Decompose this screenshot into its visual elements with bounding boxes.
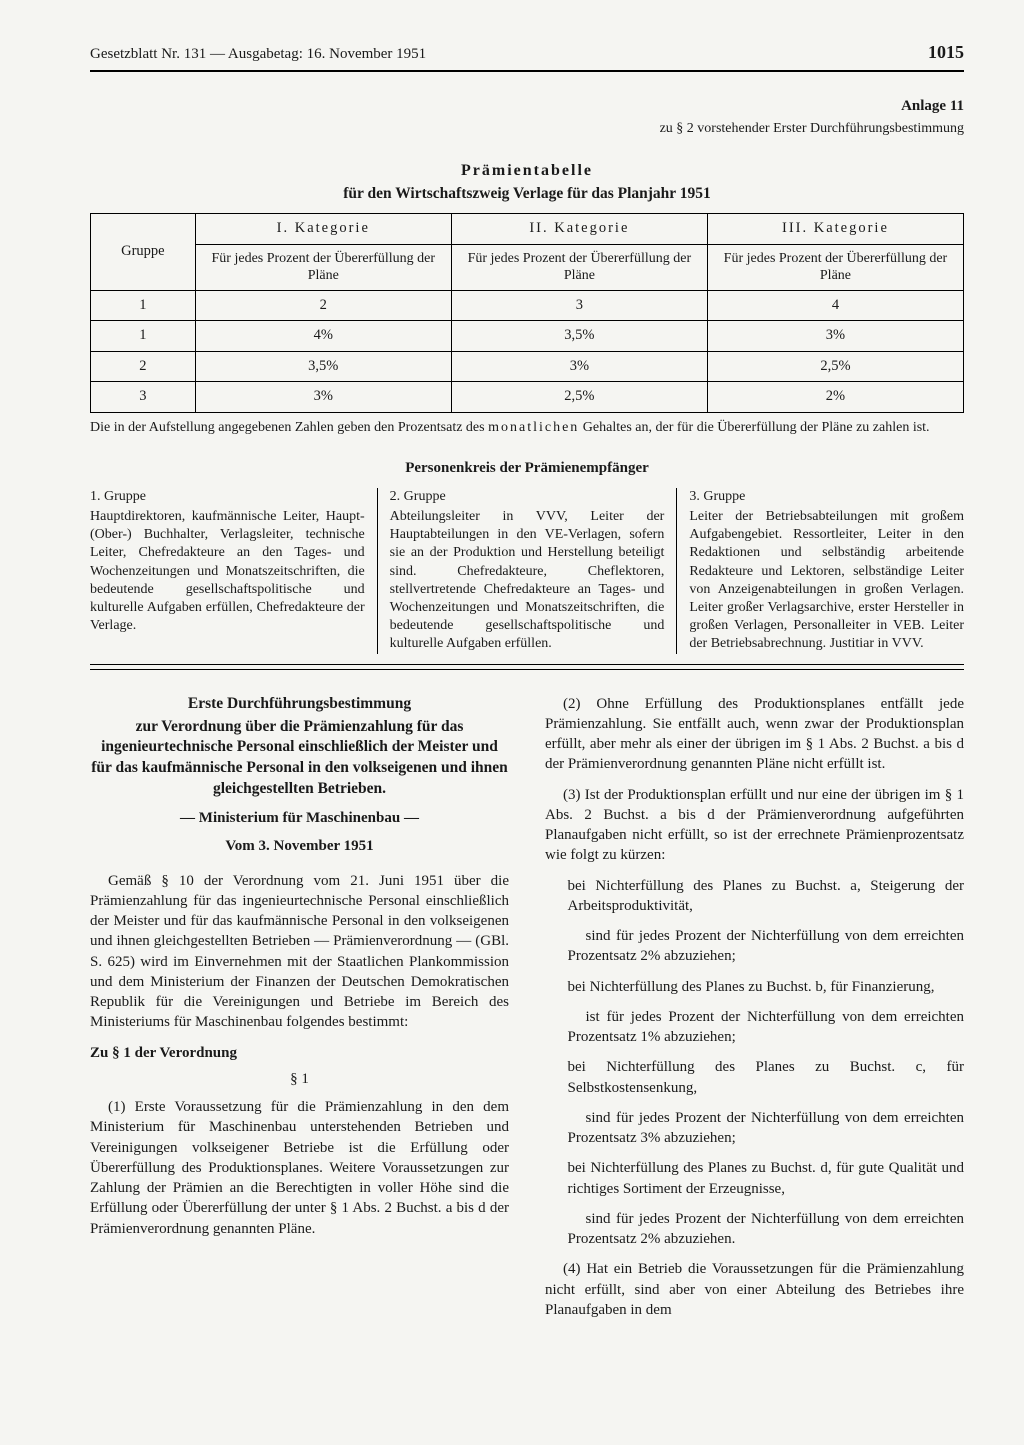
group-1-head: 1. Gruppe [90, 488, 365, 506]
group-2-head: 2. Gruppe [390, 488, 665, 506]
groups-row: 1. Gruppe Hauptdirektoren, kaufmännische… [90, 488, 964, 665]
left-column: Erste Durchführungsbestimmung zur Verord… [90, 694, 509, 1331]
abs1: (1) Erste Voraussetzung für die Prämienz… [90, 1097, 509, 1239]
item-c: bei Nichterfüllung des Planes zu Buchst.… [545, 1057, 964, 1098]
group-3-head: 3. Gruppe [689, 488, 964, 506]
decree-p1: Gemäß § 10 der Verordnung vom 21. Juni 1… [90, 871, 509, 1033]
page-header: Gesetzblatt Nr. 131 — Ausgabetag: 16. No… [90, 40, 964, 72]
numcol-4: 4 [707, 290, 963, 321]
table-note: Die in der Aufstellung angegebenen Zahle… [90, 419, 964, 438]
numcol-3: 3 [451, 290, 707, 321]
item-b-sub: ist für jedes Prozent der Nichterfüllung… [545, 1007, 964, 1048]
group-1: 1. Gruppe Hauptdirektoren, kaufmännische… [90, 488, 378, 654]
table-subtitle: für den Wirtschaftszweig Verlage für das… [90, 184, 964, 205]
cat1-head: I. Kategorie [195, 213, 451, 244]
table-row: 2 3,5% 3% 2,5% [91, 351, 964, 382]
abs3: (3) Ist der Produktionsplan erfüllt und … [545, 785, 964, 866]
decree-subtitle: zur Verordnung über die Prämienzahlung f… [90, 717, 509, 801]
page-number: 1015 [928, 40, 964, 64]
group-3-text: Leiter der Betriebsabteilungen mit große… [689, 509, 964, 651]
group-3: 3. Gruppe Leiter der Betriebsabteilungen… [677, 488, 964, 654]
ministry-line: — Ministerium für Maschinenbau — [90, 808, 509, 828]
numcol-1: 1 [91, 290, 196, 321]
col-group: Gruppe [91, 213, 196, 290]
group-2: 2. Gruppe Abteilungsleiter in VVV, Leite… [378, 488, 678, 654]
table-title: Prämientabelle [90, 160, 964, 182]
para-number: § 1 [90, 1069, 509, 1089]
main-columns: Erste Durchführungsbestimmung zur Verord… [90, 694, 964, 1331]
abs2: (2) Ohne Erfüllung des Produktionsplanes… [545, 694, 964, 775]
group-2-text: Abteilungsleiter in VVV, Leiter der Haup… [390, 509, 665, 651]
item-a: bei Nichterfüllung des Planes zu Buchst.… [545, 876, 964, 917]
cat3-head: III. Kategorie [707, 213, 963, 244]
anlage-subtitle: zu § 2 vorstehender Erster Durchführungs… [90, 120, 964, 139]
item-a-sub: sind für jedes Prozent der Nichterfüllun… [545, 926, 964, 967]
right-column: (2) Ohne Erfüllung des Produktionsplanes… [545, 694, 964, 1331]
table-row: 1 4% 3,5% 3% [91, 321, 964, 352]
subhead-1: Für jedes Prozent der Übererfüllung der … [195, 244, 451, 290]
personen-title: Personenkreis der Prämienempfänger [90, 458, 964, 478]
item-d-sub: sind für jedes Prozent der Nichterfüllun… [545, 1209, 964, 1250]
abs4: (4) Hat ein Betrieb die Voraussetzungen … [545, 1259, 964, 1320]
cat2-head: II. Kategorie [451, 213, 707, 244]
zu-heading: Zu § 1 der Verordnung [90, 1043, 509, 1063]
numcol-2: 2 [195, 290, 451, 321]
item-d: bei Nichterfüllung des Planes zu Buchst.… [545, 1158, 964, 1199]
decree-title: Erste Durchführungsbestimmung [90, 694, 509, 715]
subhead-2: Für jedes Prozent der Übererfüllung der … [451, 244, 707, 290]
group-1-text: Hauptdirektoren, kaufmännische Leiter, H… [90, 509, 365, 633]
premium-table: Gruppe I. Kategorie II. Kategorie III. K… [90, 213, 964, 413]
table-row: 3 3% 2,5% 2% [91, 382, 964, 413]
item-b: bei Nichterfüllung des Planes zu Buchst.… [545, 977, 964, 997]
date-line: Vom 3. November 1951 [90, 836, 509, 856]
divider [90, 669, 964, 670]
anlage-label: Anlage 11 [90, 96, 964, 116]
subhead-3: Für jedes Prozent der Übererfüllung der … [707, 244, 963, 290]
item-c-sub: sind für jedes Prozent der Nichterfüllun… [545, 1108, 964, 1149]
header-title: Gesetzblatt Nr. 131 — Ausgabetag: 16. No… [90, 44, 426, 64]
